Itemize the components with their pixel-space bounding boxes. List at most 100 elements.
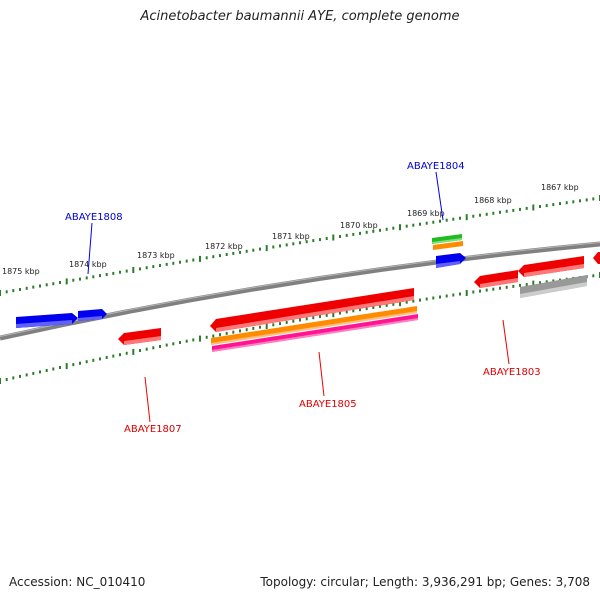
gene-reverse-abaye1807[interactable] bbox=[118, 328, 161, 345]
inner-track-major-tick bbox=[332, 311, 335, 318]
inner-track-minor-tick bbox=[39, 370, 41, 374]
gene-reverse-edge[interactable] bbox=[593, 252, 600, 264]
outer-track-minor-tick bbox=[512, 208, 515, 212]
inner-track-minor-tick bbox=[45, 369, 48, 372]
outer-track-major-tick bbox=[265, 245, 268, 252]
kbp-label-1874: 1874 kbp bbox=[69, 260, 107, 269]
outer-track-minor-tick bbox=[319, 238, 321, 242]
outer-track-major-tick bbox=[132, 267, 135, 273]
inner-track-minor-tick bbox=[12, 376, 15, 380]
inner-track-minor-tick bbox=[432, 296, 435, 300]
feature-gray[interactable] bbox=[520, 275, 587, 298]
inner-track-minor-tick bbox=[425, 297, 428, 301]
gene-label-abaye1808: ABAYE1808 bbox=[65, 212, 123, 223]
gene-label-abaye1804: ABAYE1804 bbox=[407, 161, 465, 172]
inner-track-minor-tick bbox=[85, 360, 88, 364]
outer-track-minor-tick bbox=[505, 209, 508, 213]
outer-track-minor-tick bbox=[525, 206, 528, 210]
outer-track-minor-tick bbox=[225, 253, 228, 256]
outer-track-minor-tick bbox=[259, 247, 261, 251]
outer-track-minor-tick bbox=[25, 286, 28, 290]
outer-track-minor-tick bbox=[479, 213, 481, 217]
inner-track-minor-tick bbox=[325, 313, 328, 317]
inner-track-minor-tick bbox=[365, 307, 368, 311]
feature-magenta-large[interactable] bbox=[212, 314, 418, 352]
outer-track-minor-tick bbox=[565, 201, 568, 205]
feature-green[interactable] bbox=[432, 234, 462, 244]
accession-text: Accession: NC_010410 bbox=[9, 575, 146, 589]
inner-track-minor-tick bbox=[519, 283, 521, 287]
inner-track-minor-tick bbox=[452, 293, 455, 297]
outer-track-minor-tick bbox=[439, 219, 441, 223]
inner-track-minor-tick bbox=[105, 356, 108, 359]
outer-track-minor-tick bbox=[419, 222, 421, 226]
inner-track-minor-tick bbox=[539, 281, 541, 285]
inner-track-minor-tick bbox=[492, 287, 495, 291]
inner-track-minor-tick bbox=[185, 339, 188, 343]
inner-track-minor-tick bbox=[305, 317, 308, 321]
inner-track-minor-tick bbox=[99, 357, 101, 361]
outer-track-minor-tick bbox=[139, 267, 141, 271]
outer-track-major-tick bbox=[332, 234, 335, 241]
outer-track-minor-tick bbox=[325, 237, 328, 240]
feature-orange-small[interactable] bbox=[433, 241, 463, 250]
outer-track-minor-tick bbox=[212, 255, 215, 259]
kbp-label-1868: 1868 kbp bbox=[474, 196, 512, 205]
inner-track-minor-tick bbox=[552, 279, 555, 283]
gene-reverse-large[interactable] bbox=[210, 288, 414, 332]
outer-track-minor-tick bbox=[379, 228, 381, 232]
outer-track-minor-tick bbox=[99, 274, 101, 278]
inner-track-minor-tick bbox=[92, 358, 95, 362]
inner-track-minor-tick bbox=[272, 323, 275, 327]
inner-track-major-tick bbox=[65, 363, 68, 370]
kbp-label-1875: 1875 kbp bbox=[2, 267, 40, 276]
inner-track-minor-tick bbox=[212, 334, 215, 338]
outer-track-minor-tick bbox=[239, 250, 241, 254]
inner-track-minor-tick bbox=[159, 345, 161, 348]
inner-track-minor-tick bbox=[119, 353, 121, 357]
inner-track-minor-tick bbox=[445, 294, 448, 298]
inner-track-minor-tick bbox=[252, 326, 255, 330]
inner-track-minor-tick bbox=[545, 280, 548, 284]
outer-track-major-tick bbox=[465, 214, 468, 221]
inner-track-minor-tick bbox=[485, 288, 488, 292]
inner-track-minor-tick bbox=[125, 351, 128, 355]
gene-forward-abaye1808[interactable] bbox=[16, 313, 78, 328]
inner-track-minor-tick bbox=[5, 378, 8, 381]
outer-track-minor-tick bbox=[545, 204, 548, 208]
genome-backbone bbox=[0, 241, 600, 341]
inner-track-major-tick bbox=[132, 348, 135, 355]
inner-track-minor-tick bbox=[79, 361, 81, 365]
gene-forward-abaye1804-blue[interactable] bbox=[436, 253, 466, 268]
outer-track-minor-tick bbox=[299, 241, 301, 245]
outer-track-minor-tick bbox=[285, 243, 288, 247]
inner-track-minor-tick bbox=[192, 338, 195, 342]
kbp-label-1870: 1870 kbp bbox=[340, 221, 378, 230]
inner-track-minor-tick bbox=[285, 320, 288, 324]
inner-track-minor-tick bbox=[319, 315, 321, 318]
outer-track-minor-tick bbox=[245, 249, 248, 253]
gene-forward-abaye1808b[interactable] bbox=[78, 309, 107, 321]
outer-track-minor-tick bbox=[585, 198, 588, 202]
genome-summary-text: Topology: circular; Length: 3,936,291 bp… bbox=[260, 575, 590, 589]
outer-track-minor-tick bbox=[345, 233, 348, 237]
outer-track-minor-tick bbox=[392, 226, 395, 230]
outer-track-minor-tick bbox=[372, 229, 375, 233]
outer-track-minor-tick bbox=[459, 216, 461, 220]
inner-track-minor-tick bbox=[459, 292, 461, 296]
inner-track-minor-tick bbox=[59, 366, 61, 369]
inner-track-minor-tick bbox=[472, 290, 475, 294]
gene-reverse-abaye1803a[interactable] bbox=[474, 270, 518, 288]
outer-track-minor-tick bbox=[499, 210, 501, 214]
inner-track-minor-tick bbox=[172, 342, 175, 346]
inner-track-major-tick bbox=[265, 323, 268, 329]
inner-track-minor-tick bbox=[225, 331, 228, 335]
inner-track-minor-tick bbox=[499, 286, 501, 290]
inner-track-major-tick bbox=[199, 335, 201, 342]
gene-reverse-abaye1803b[interactable] bbox=[518, 256, 584, 277]
outer-track-minor-tick bbox=[92, 275, 95, 279]
feature-orange-large[interactable] bbox=[211, 306, 417, 345]
inner-track-major-tick bbox=[0, 378, 1, 384]
inner-track-major-tick bbox=[532, 280, 535, 287]
inner-track-minor-tick bbox=[512, 284, 515, 288]
